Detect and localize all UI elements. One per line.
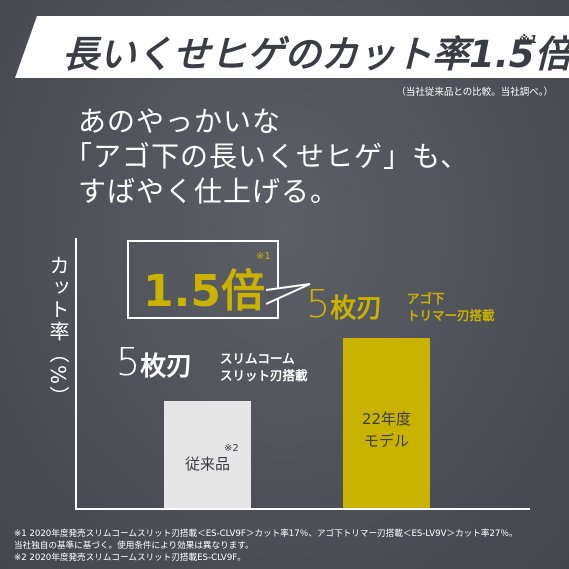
headline-line-3: すばやく仕上げる。	[78, 175, 340, 208]
footnote-line-2: 当社独自の基準に基づく。使用条件により効果は異なります。	[14, 541, 254, 551]
x-axis-line	[75, 508, 530, 510]
footnote-line-1: ※1 2020年度発売スリムコームスリット刃搭載＜ES-CLV9F＞カット率17…	[14, 529, 518, 539]
conventional-blade-desc-line-2: スリット刃搭載	[220, 368, 308, 383]
banner-title: 長いくせヒゲのカット率1.5倍	[62, 33, 569, 76]
callout-bubble-tail	[266, 283, 311, 305]
bar-22-model-label: 22年度 モデル	[343, 408, 430, 452]
bar-22-model-label-line-1: 22年度	[361, 410, 412, 428]
conventional-blade-desc: スリムコーム スリット刃搭載	[220, 350, 308, 384]
banner-footnote-mark: ※1	[519, 33, 538, 46]
conventional-blade-desc-line-1: スリムコーム	[220, 351, 295, 366]
footnotes: ※1 2020年度発売スリムコームスリット刃搭載＜ES-CLV9F＞カット率17…	[14, 528, 518, 564]
title-banner	[15, 16, 569, 78]
headline: あのやっかいな 「アゴ下の長いくせヒゲ」も、 すばやく仕上げる。	[64, 104, 469, 209]
banner-note: （当社従来品との比較。当社調べ。）	[396, 87, 553, 98]
callout-value: 1.5倍	[143, 266, 265, 317]
footnote-line-3: ※2 2020年度発売スリムコームスリット刃搭載ES-CLV9F。	[14, 553, 246, 563]
new-blade-count: 5	[306, 282, 331, 326]
bar-conventional	[164, 400, 251, 508]
conventional-blade-count: 5	[116, 340, 141, 384]
new-blade-desc-line-2: トリマー刃搭載	[407, 308, 495, 323]
new-blade-heading: 5枚刃	[306, 282, 382, 326]
new-blade-desc: アゴ下 トリマー刃搭載	[407, 290, 495, 324]
y-axis-line	[75, 238, 77, 510]
conventional-blade-heading: 5枚刃	[116, 340, 192, 384]
callout-bubble	[127, 240, 279, 319]
bar-22-model-label-line-2: モデル	[363, 432, 409, 450]
headline-line-1: あのやっかいな	[78, 105, 282, 138]
bar-conventional-footnote-mark: ※2	[224, 442, 239, 454]
headline-line-2: 「アゴ下の長いくせヒゲ」も、	[64, 140, 470, 173]
y-axis-label: カット率（%）	[46, 255, 70, 409]
bar-22-model	[343, 338, 430, 508]
conventional-blade-kanji: 枚刃	[140, 352, 193, 382]
new-blade-kanji: 枚刃	[330, 294, 383, 324]
new-blade-desc-line-1: アゴ下	[407, 291, 445, 306]
bar-conventional-label: 従来品	[184, 454, 230, 473]
callout-footnote-mark: ※1	[256, 251, 271, 262]
